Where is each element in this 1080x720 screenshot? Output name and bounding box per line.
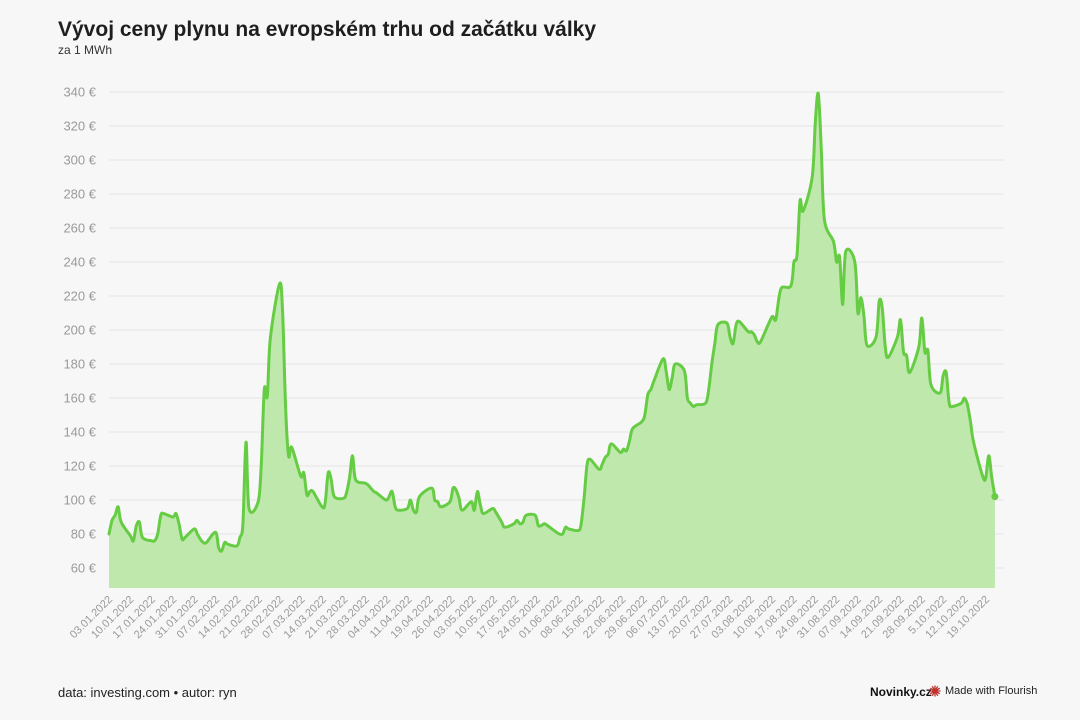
data-source: data: investing.com • autor: ryn: [58, 685, 237, 700]
y-tick-label: 120 €: [63, 459, 96, 474]
y-tick-label: 340 €: [63, 85, 96, 100]
y-tick-label: 140 €: [63, 425, 96, 440]
y-tick-label: 300 €: [63, 153, 96, 168]
y-tick-label: 100 €: [63, 493, 96, 508]
chart-title: Vývoj ceny plynu na evropském trhu od za…: [58, 18, 597, 41]
price-line: [107, 91, 997, 553]
brand-logo[interactable]: Novinky.cz: [870, 685, 932, 699]
last-value-point: [991, 493, 999, 501]
y-tick-label: 240 €: [63, 255, 96, 270]
y-axis-ticks: 60 € 80 € 100 € 120 € 140 € 160 € 180 € 200 € 22…: [63, 85, 96, 576]
y-tick-label: 200 €: [63, 323, 96, 338]
y-tick-label: 220 €: [63, 289, 96, 304]
y-tick-label: 280 €: [63, 187, 96, 202]
y-tick-label: 260 €: [63, 221, 96, 236]
y-tick-label: 160 €: [63, 391, 96, 406]
price-area: [109, 93, 995, 588]
flourish-label: Made with Flourish: [945, 685, 1038, 697]
flourish-icon: [929, 685, 941, 697]
y-tick-label: 60 €: [71, 561, 97, 576]
y-tick-label: 320 €: [63, 119, 96, 134]
y-tick-label: 180 €: [63, 357, 96, 372]
x-axis-ticks: 03.01.202210.01.202217.01.202224.01.2022…: [68, 594, 992, 641]
chart-subtitle: za 1 MWh: [58, 43, 113, 57]
flourish-credit[interactable]: Made with Flourish: [929, 685, 1037, 697]
y-tick-label: 80 €: [71, 527, 97, 542]
